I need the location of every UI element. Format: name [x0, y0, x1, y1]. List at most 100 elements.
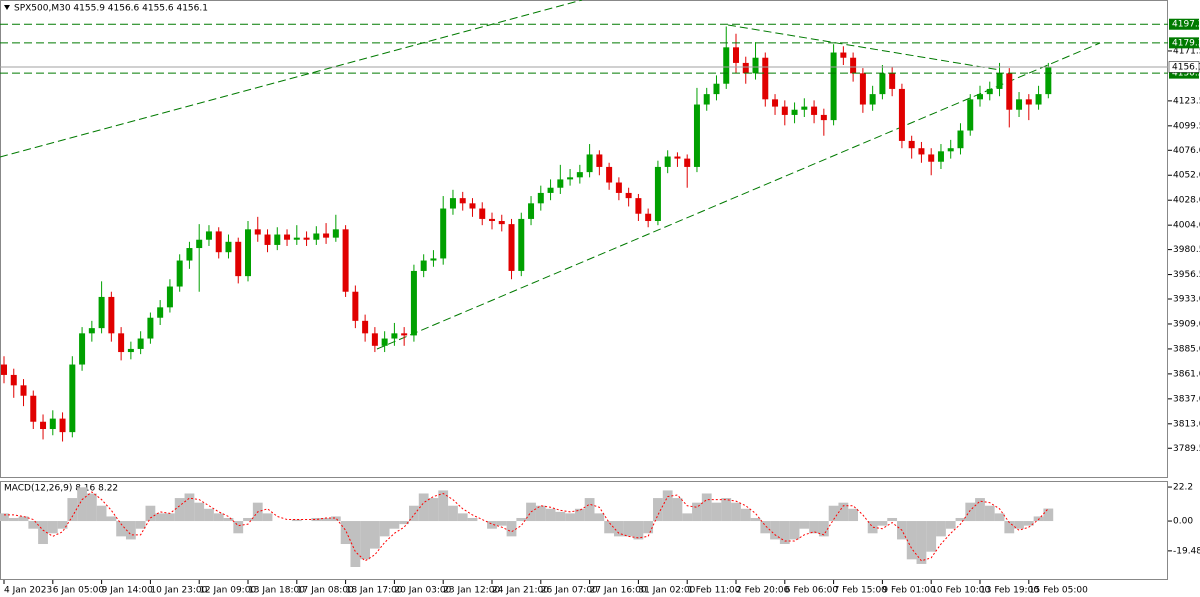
y-tick-label: 4052.0 — [1173, 171, 1200, 181]
price-label: 4197.2 — [1172, 20, 1200, 30]
candle-body — [401, 333, 408, 336]
macd-bar — [96, 505, 107, 522]
candle-body — [381, 338, 388, 346]
candle-body — [576, 172, 583, 178]
macd-bar — [194, 502, 205, 522]
candle-body — [79, 333, 86, 365]
macd-bar — [906, 521, 917, 560]
candle-body — [635, 198, 642, 214]
candle-body — [947, 148, 954, 152]
macd-bar — [165, 513, 175, 522]
macd-bar — [770, 521, 780, 540]
candle-body — [879, 73, 886, 95]
candle-body — [791, 109, 798, 115]
candle-body — [840, 52, 847, 58]
macd-bar — [86, 493, 97, 522]
macd-bar — [955, 517, 966, 522]
macd-bar — [184, 493, 195, 522]
macd-bar — [643, 521, 654, 534]
candle-body — [118, 333, 125, 353]
x-tick-label: 23 Jan 12:00 — [443, 586, 500, 596]
macd-bar — [662, 490, 673, 522]
candle-body — [850, 57, 857, 74]
macd-bar — [565, 513, 575, 522]
x-tick-label: 6 Jan 05:00 — [53, 586, 105, 596]
macd-bar — [809, 521, 819, 534]
macd-bar — [867, 521, 878, 534]
macd-bar — [311, 517, 322, 522]
x-tick-label: 17 Jan 08:00 — [297, 586, 354, 596]
candle-body — [352, 291, 359, 321]
macd-bar — [340, 521, 351, 545]
macd-bar — [233, 521, 244, 534]
macd-bar — [487, 521, 497, 529]
candle-body — [645, 213, 652, 222]
candle-body — [596, 154, 603, 167]
candle-body — [586, 154, 593, 173]
macd-bar — [321, 517, 331, 522]
x-tick-label: 9 Jan 14:00 — [102, 586, 154, 596]
candle-body — [801, 106, 808, 110]
macd-bar — [574, 508, 585, 522]
macd-bar — [204, 508, 214, 522]
candle-body — [684, 158, 691, 167]
macd-bar — [584, 498, 595, 522]
macd-bar — [633, 521, 644, 540]
macd-bar — [828, 505, 839, 522]
macd-bar — [360, 521, 371, 560]
macd-bar — [818, 521, 829, 537]
macd-bar — [399, 521, 410, 525]
macd-bar — [701, 493, 712, 522]
y-tick-label: 4028.0 — [1173, 196, 1200, 206]
x-tick-label: 13 Jan 18:00 — [248, 586, 305, 596]
price-label: 4179.3 — [1172, 38, 1200, 48]
candle-body — [1, 364, 7, 375]
x-tick-label: 15 Feb 05:00 — [1029, 586, 1088, 596]
x-tick-label: 9 Feb 01:00 — [882, 586, 936, 596]
macd-bar — [1033, 516, 1044, 522]
macd-bar — [291, 519, 302, 522]
x-tick-label: 13 Feb 19:00 — [980, 586, 1039, 596]
candle-body — [342, 229, 349, 292]
macd-bar — [613, 521, 624, 537]
macd-bar — [916, 521, 927, 564]
candle-body — [147, 317, 154, 339]
candle-body — [225, 241, 232, 253]
macd-bar — [496, 521, 507, 526]
candle-body — [889, 73, 896, 89]
macd-bar — [223, 517, 234, 522]
candle-body — [430, 258, 437, 261]
x-tick-label: 4 Jan 2023 — [4, 586, 52, 596]
candle-body — [762, 57, 769, 100]
candle-body — [742, 62, 749, 74]
candle-body — [830, 52, 837, 121]
candle-body — [489, 218, 495, 222]
candle-body — [293, 237, 300, 240]
macd-bar — [750, 517, 761, 522]
candle-body — [1016, 99, 1023, 110]
x-tick-label: 10 Feb 10:00 — [931, 586, 990, 596]
candle-body — [977, 94, 983, 100]
candle-body — [615, 182, 622, 193]
candle-body — [479, 208, 486, 219]
candle-body — [49, 418, 56, 430]
macd-bar — [760, 521, 771, 534]
candle-body — [449, 198, 456, 209]
y-tick-label: -19.48 — [1173, 546, 1200, 556]
macd-bar — [438, 490, 449, 522]
macd-bar — [877, 521, 888, 526]
macd-bar — [135, 521, 146, 529]
candle-body — [362, 320, 369, 334]
candle-body — [420, 260, 427, 271]
candle-body — [459, 198, 466, 204]
macd-bar — [243, 517, 253, 522]
macd-bar — [711, 502, 722, 522]
price-label-box — [1169, 18, 1199, 30]
candle-body — [108, 296, 115, 334]
macd-bar — [106, 516, 117, 522]
macd-bar — [389, 521, 400, 529]
candle-body — [254, 229, 261, 235]
macd-bar — [623, 521, 634, 537]
macd-bar — [67, 498, 78, 522]
